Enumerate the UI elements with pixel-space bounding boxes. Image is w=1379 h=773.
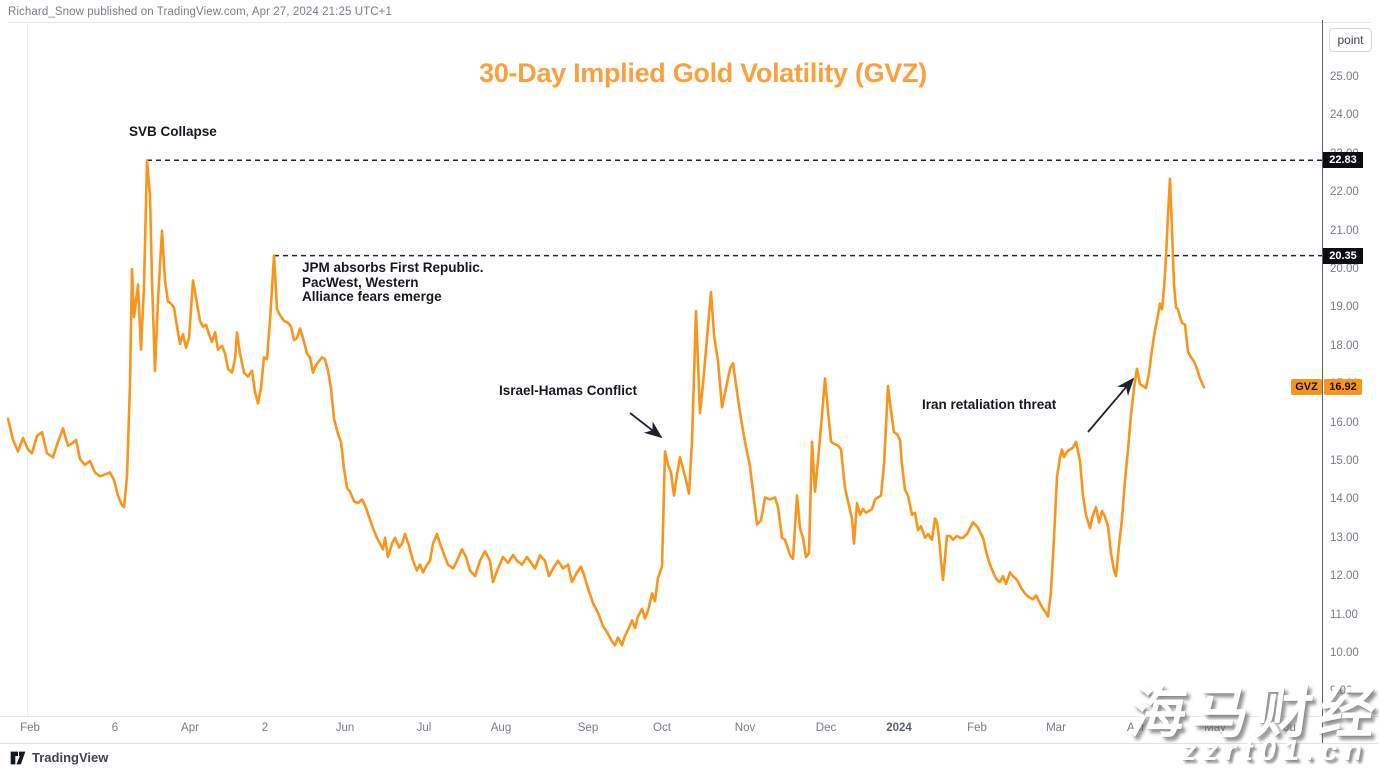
price-tick-label: 15.00 xyxy=(1330,455,1359,467)
time-tick-label: Aug xyxy=(490,722,512,734)
watermark-url: zzrt01.cn xyxy=(1181,735,1369,767)
gvz-symbol-label: GVZ xyxy=(1291,379,1322,396)
time-tick-label: Sep xyxy=(577,722,599,734)
time-tick-label: Jun xyxy=(335,722,355,734)
price-tick-label: 11.00 xyxy=(1330,608,1358,621)
price-tick-label: 12.00 xyxy=(1330,570,1359,583)
chart-annotation: Israel-Hamas Conflict xyxy=(499,383,638,398)
price-tick-label: 22.00 xyxy=(1330,186,1359,199)
annotation-arrows xyxy=(629,377,1135,439)
price-tick-label: 24.00 xyxy=(1330,109,1359,122)
time-axis-separator xyxy=(0,716,1379,717)
time-tick-label: Nov xyxy=(734,722,756,734)
price-tick-label: 14.00 xyxy=(1330,493,1359,506)
time-tick-label: Apr xyxy=(181,722,199,734)
time-tick-label: 6 xyxy=(111,722,119,734)
price-tick-label: 13.00 xyxy=(1330,531,1359,544)
level-price-label: 20.35 xyxy=(1323,247,1363,264)
time-tick-label: Mar xyxy=(1046,722,1066,734)
time-tick-label: Jun xyxy=(1283,722,1303,734)
plot-left-border xyxy=(27,22,28,716)
level-price-label: 22.83 xyxy=(1323,152,1363,169)
price-tick-label: 25.00 xyxy=(1330,71,1359,83)
price-tick-label: 19.00 xyxy=(1330,301,1359,314)
chart-annotation: Iran retaliation threat xyxy=(922,397,1057,412)
time-tick-label: Apr xyxy=(1127,722,1145,734)
price-tick-label: 18.00 xyxy=(1330,339,1359,352)
tradingview-logo-link[interactable]: TradingView xyxy=(10,750,108,765)
footer-separator xyxy=(0,743,1379,744)
time-tick-label: 2024 xyxy=(886,722,912,734)
time-tick-label: Feb xyxy=(20,722,40,734)
price-tick-label: 21.00 xyxy=(1330,224,1359,237)
time-tick-label: Dec xyxy=(815,722,837,734)
annotation-arrow xyxy=(1087,377,1135,433)
price-tick-label: 20.00 xyxy=(1330,263,1359,275)
price-axis-border xyxy=(1322,20,1323,743)
chart-title: 30-Day Implied Gold Volatility (GVZ) xyxy=(479,58,927,88)
price-tick-label: 16.00 xyxy=(1330,416,1359,429)
attribution-link[interactable]: Richard_Snow published on TradingView.co… xyxy=(8,6,392,18)
chart-annotation: SVB Collapse xyxy=(129,124,217,139)
chart-annotation: JPM absorbs First Republic. PacWest, Wes… xyxy=(302,260,484,305)
time-tick-label: May xyxy=(1204,722,1226,734)
annotation-arrow xyxy=(629,412,663,439)
price-unit-button[interactable]: point xyxy=(1329,28,1372,52)
time-tick-label: Jul xyxy=(416,722,432,734)
tradingview-logo-icon xyxy=(10,751,26,765)
tradingview-logo-text: TradingView xyxy=(32,750,109,765)
level-dashed-lines xyxy=(147,159,1322,257)
price-tick-label: 9.00 xyxy=(1330,685,1353,698)
gvz-last-price-label: 16.92 xyxy=(1324,379,1362,396)
plot-top-border xyxy=(8,22,1371,23)
gvz-series-line xyxy=(6,159,1206,647)
price-tick-label: 10.00 xyxy=(1330,647,1359,659)
time-tick-label: 2 xyxy=(261,722,269,734)
time-tick-label: Feb xyxy=(967,722,987,734)
time-tick-label: Oct xyxy=(653,722,671,734)
